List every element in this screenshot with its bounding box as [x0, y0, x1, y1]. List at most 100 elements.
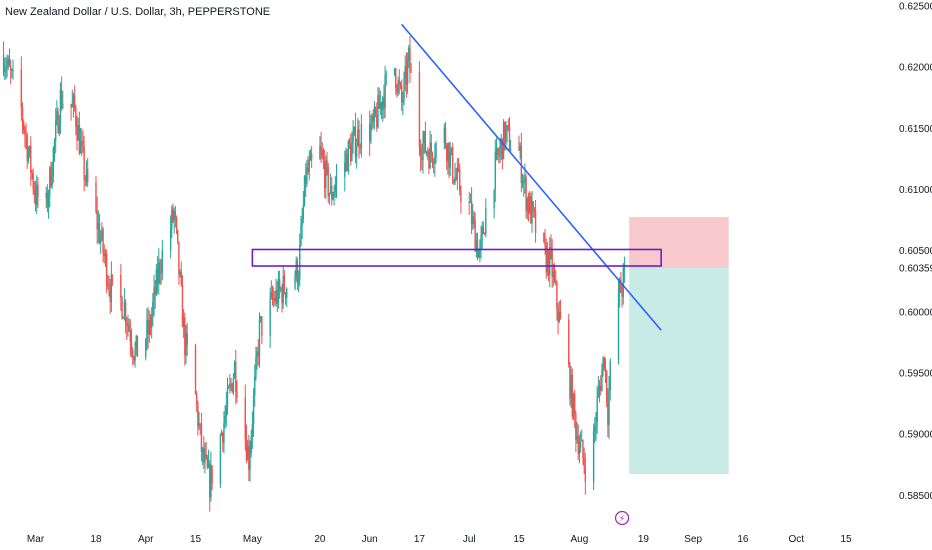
symbol-title: New Zealand Dollar / U.S. Dollar, 3h, PE…: [5, 6, 271, 18]
candle-body: [21, 107, 24, 122]
time-tick-label: 15: [840, 534, 852, 545]
candle-body: [321, 150, 323, 157]
candle-body: [546, 251, 549, 273]
candle-body: [45, 192, 47, 198]
candle-body: [109, 290, 111, 302]
stop-loss-zone[interactable]: [629, 217, 729, 268]
candle-body: [382, 97, 384, 110]
candle-body: [124, 302, 127, 324]
candle-body: [11, 70, 13, 72]
candle-body: [101, 229, 103, 239]
candle-body: [2, 54, 5, 73]
trendline[interactable]: [401, 23, 662, 331]
candle-body: [160, 272, 162, 274]
candle-body: [598, 386, 601, 389]
time-tick-label: 16: [737, 534, 749, 545]
candle-body: [545, 245, 547, 273]
candle-body: [379, 102, 382, 109]
candle-body: [504, 122, 506, 145]
candle-body: [547, 251, 550, 276]
candle-body: [482, 227, 485, 234]
take-profit-zone[interactable]: [629, 267, 729, 474]
candle-body: [470, 201, 473, 225]
candle-body: [559, 311, 562, 320]
candle-body: [225, 405, 228, 416]
candle-body: [571, 374, 573, 417]
position-zones: [629, 217, 729, 474]
candle-body: [299, 245, 301, 280]
event-marker-circle[interactable]: [614, 510, 630, 526]
candle-body: [26, 136, 28, 161]
candle-body: [421, 157, 423, 161]
candle-body: [472, 216, 474, 225]
candle-body: [84, 178, 87, 181]
drawings[interactable]: [251, 23, 662, 331]
candle-body: [475, 240, 478, 252]
candle-body: [399, 84, 402, 86]
candle-body: [222, 432, 224, 443]
current-price-label: 0.60359: [899, 263, 932, 274]
candle-body: [283, 275, 286, 293]
candle-body: [198, 423, 200, 427]
candle-body: [20, 69, 23, 108]
candle-body: [96, 210, 98, 230]
event-marker[interactable]: ⚡: [614, 510, 630, 526]
candle-body: [498, 154, 500, 156]
candle-body: [31, 172, 33, 174]
candle-body: [584, 466, 587, 482]
candle-body: [27, 152, 30, 161]
candle-body: [34, 194, 37, 205]
candle-body: [408, 47, 410, 61]
candle-body: [368, 124, 371, 142]
time-tick-label: 19: [638, 534, 650, 545]
candle-body: [328, 193, 331, 197]
candle-body: [553, 271, 556, 281]
candle-body: [532, 201, 534, 209]
candle-body: [259, 316, 262, 320]
candle-body: [483, 233, 486, 235]
time-axis[interactable]: Mar 18 Apr 15 May 20 Jun 17 Jul 15 Aug 19 Sep 16 Oct 15: [27, 534, 852, 545]
candle-body: [53, 140, 56, 149]
time-tick-label: 15: [513, 534, 525, 545]
candle-body: [501, 138, 504, 160]
candle-body: [609, 360, 611, 390]
candle-body: [24, 130, 26, 134]
candle-body: [333, 191, 335, 197]
candle-body: [575, 414, 577, 440]
candle-body: [9, 66, 12, 71]
candle-body: [77, 125, 79, 141]
candle-body: [376, 114, 378, 127]
candle-body: [403, 77, 405, 100]
candle-body: [569, 365, 571, 399]
candle-body: [123, 302, 126, 318]
candle-body: [246, 446, 249, 461]
price-tick-label: 0.60500: [899, 246, 932, 257]
lightning-icon[interactable]: ⚡: [619, 515, 625, 525]
candle-body: [602, 357, 604, 371]
candle-body: [110, 274, 113, 302]
candle-body: [601, 370, 603, 391]
candle-body: [448, 143, 450, 168]
candle-body: [177, 229, 179, 243]
candle-body: [70, 104, 72, 108]
candle-body: [384, 75, 386, 109]
resistance-zone-box[interactable]: [251, 248, 662, 267]
candle-body: [257, 351, 260, 357]
candle-body: [121, 297, 123, 319]
candle-body: [435, 143, 437, 158]
candle-body: [12, 69, 14, 71]
candle-body: [325, 160, 327, 189]
candle-body: [568, 319, 570, 366]
candle-body: [528, 196, 531, 213]
candle-body: [194, 345, 197, 395]
candle-body: [578, 447, 581, 455]
candle-body: [572, 394, 575, 417]
candle-body: [308, 160, 310, 173]
price-axis[interactable]: 0.58500 0.59000 0.59500 0.60000 0.60500 0.610…: [899, 2, 932, 502]
candle-body: [32, 173, 34, 189]
candle-body: [47, 195, 50, 208]
candle-body: [8, 58, 11, 67]
candle-body: [195, 394, 198, 404]
candle-body: [79, 140, 82, 154]
